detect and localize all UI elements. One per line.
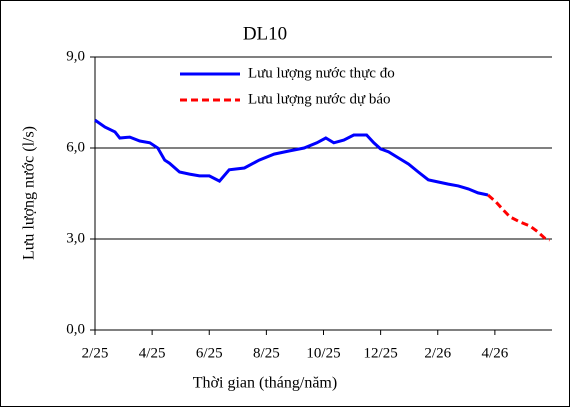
y-tick-label: 3,0 — [66, 230, 85, 246]
x-tick-label: 2/26 — [424, 345, 451, 361]
x-axis-label: Thời gian (tháng/năm) — [193, 375, 337, 392]
chart-title: DL10 — [243, 23, 287, 44]
x-tick-label: 12/25 — [364, 345, 398, 361]
x-tick-label: 8/25 — [253, 345, 280, 361]
y-tick-label: 0,0 — [66, 321, 85, 337]
legend-label: Lưu lượng nước thực đo — [248, 65, 395, 81]
x-tick-label: 4/25 — [139, 345, 166, 361]
x-tick-label: 6/25 — [196, 345, 223, 361]
data-line — [94, 118, 489, 197]
y-tick-label: 9,0 — [66, 48, 85, 64]
x-tick-label: 2/25 — [82, 345, 109, 361]
legend-label: Lưu lượng nước dự báo — [248, 91, 391, 107]
x-tick-label: 10/25 — [306, 345, 340, 361]
data-line — [487, 193, 551, 242]
y-axis-label: Lưu lượng nước (l/s) — [21, 126, 38, 260]
x-tick-label: 4/26 — [482, 345, 509, 361]
y-tick-label: 6,0 — [66, 139, 85, 155]
